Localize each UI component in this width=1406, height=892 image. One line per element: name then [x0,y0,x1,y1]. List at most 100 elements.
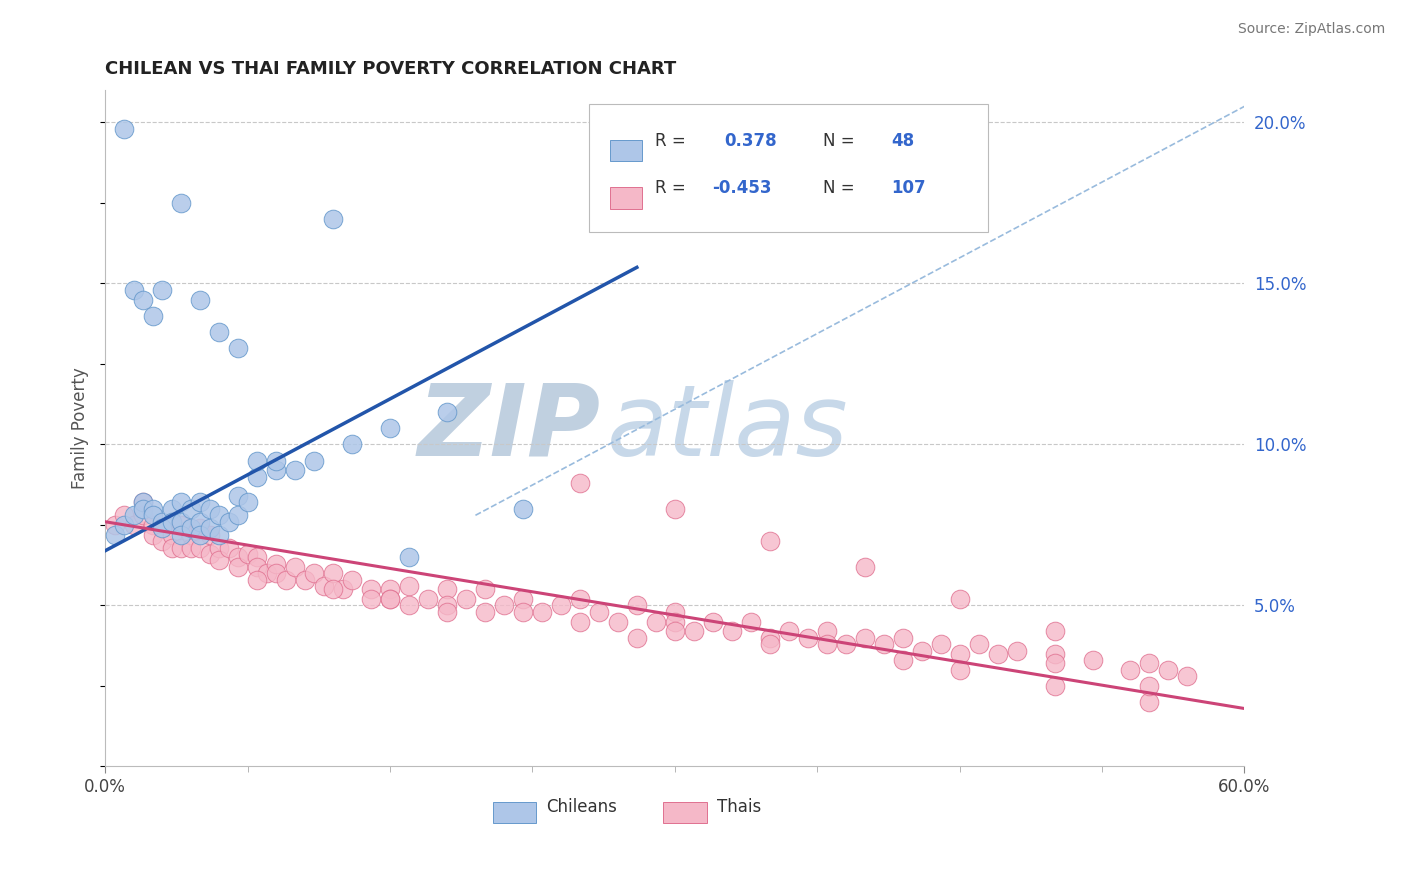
Point [170,518,193,533]
Point [208,553,231,567]
Point [702,615,724,629]
Point [682,624,704,639]
Point [188,527,211,541]
Point [474,582,496,597]
Point [160,501,183,516]
Point [454,592,477,607]
Point [302,566,325,581]
Text: Thais: Thais [717,798,761,816]
Point [170,527,193,541]
Point [626,599,648,613]
Point [398,599,420,613]
Point [530,605,553,619]
Point [104,518,127,533]
Point [180,521,202,535]
Point [170,196,193,211]
Point [142,508,165,523]
Text: CHILEAN VS THAI FAMILY POVERTY CORRELATION CHART: CHILEAN VS THAI FAMILY POVERTY CORRELATI… [105,60,676,78]
Point [644,615,666,629]
Point [378,592,401,607]
FancyBboxPatch shape [589,103,988,232]
Point [150,521,173,535]
Point [512,605,534,619]
Point [264,566,287,581]
Point [664,615,686,629]
Point [1139,657,1161,671]
Point [284,559,307,574]
Point [1043,657,1066,671]
Text: -0.453: -0.453 [713,179,772,197]
Point [264,463,287,477]
Point [360,592,382,607]
Point [132,495,155,509]
Point [226,489,249,503]
Point [778,624,800,639]
Point [512,592,534,607]
Point [398,550,420,565]
Point [949,592,972,607]
Point [218,515,240,529]
Bar [610,140,641,161]
Point [132,293,155,307]
Text: atlas: atlas [606,380,848,477]
Point [122,508,145,523]
Point [987,647,1010,661]
Point [208,508,231,523]
Point [1119,663,1142,677]
Point [834,637,856,651]
Point [112,518,135,533]
Point [1005,643,1028,657]
Point [112,122,135,136]
Point [568,476,591,491]
Point [332,582,354,597]
Point [436,405,458,419]
Point [967,637,990,651]
Point [550,599,572,613]
Y-axis label: Family Poverty: Family Poverty [72,368,89,489]
Point [796,631,818,645]
Point [160,527,183,541]
Point [274,573,297,587]
Point [208,541,231,555]
Point [340,573,363,587]
Point [853,631,876,645]
Point [142,518,165,533]
Point [720,624,742,639]
Point [891,631,914,645]
Point [226,508,249,523]
Point [740,615,762,629]
Point [492,599,515,613]
Point [1043,624,1066,639]
Point [246,573,269,587]
Point [340,437,363,451]
Point [104,527,127,541]
Point [436,582,458,597]
Text: N =: N = [823,179,855,197]
Point [588,605,610,619]
Text: 107: 107 [891,179,927,197]
Point [198,501,221,516]
Point [568,592,591,607]
Point [398,579,420,593]
Text: R =: R = [655,132,686,150]
Point [312,579,335,593]
Point [132,501,155,516]
Point [512,501,534,516]
Point [322,566,344,581]
Point [758,631,780,645]
Point [198,527,221,541]
Point [150,515,173,529]
Point [122,283,145,297]
Point [198,521,221,535]
Point [911,643,934,657]
Text: Source: ZipAtlas.com: Source: ZipAtlas.com [1237,22,1385,37]
Point [132,495,155,509]
Point [322,582,344,597]
Point [1139,679,1161,693]
Point [170,515,193,529]
Point [188,541,211,555]
Point [246,469,269,483]
Point [853,559,876,574]
Point [294,573,316,587]
Point [180,541,202,555]
